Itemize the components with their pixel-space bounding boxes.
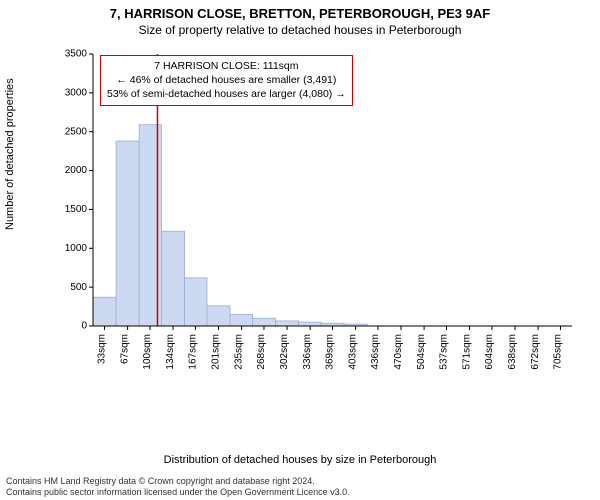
histogram-bar: [252, 318, 275, 326]
svg-text:201sqm: 201sqm: [211, 334, 222, 370]
histogram-bar: [185, 278, 207, 326]
svg-text:0: 0: [81, 321, 87, 332]
callout-line-1: 7 HARRISON CLOSE: 111sqm: [107, 59, 346, 73]
histogram-bar: [207, 306, 230, 326]
callout-line-3: 53% of semi-detached houses are larger (…: [107, 87, 346, 101]
svg-text:672sqm: 672sqm: [530, 334, 541, 370]
svg-text:504sqm: 504sqm: [416, 334, 427, 370]
callout-box: 7 HARRISON CLOSE: 111sqm ← 46% of detach…: [100, 55, 353, 106]
svg-text:100sqm: 100sqm: [142, 334, 153, 370]
footer-attribution: Contains HM Land Registry data © Crown c…: [6, 476, 594, 499]
svg-text:470sqm: 470sqm: [393, 334, 404, 370]
histogram-bar: [230, 314, 252, 326]
histogram-bar: [93, 297, 116, 326]
svg-text:403sqm: 403sqm: [348, 334, 359, 370]
svg-text:436sqm: 436sqm: [370, 334, 381, 370]
callout-line-2: ← 46% of detached houses are smaller (3,…: [107, 73, 346, 87]
svg-text:3500: 3500: [65, 49, 88, 60]
svg-text:1500: 1500: [65, 204, 88, 215]
svg-text:302sqm: 302sqm: [279, 334, 290, 370]
svg-text:167sqm: 167sqm: [187, 334, 198, 370]
svg-text:369sqm: 369sqm: [325, 334, 336, 370]
y-axis-label: Number of detached properties: [4, 78, 16, 230]
svg-text:537sqm: 537sqm: [438, 334, 449, 370]
chart-subtitle: Size of property relative to detached ho…: [0, 21, 600, 41]
svg-text:1000: 1000: [65, 243, 88, 254]
svg-text:2000: 2000: [65, 165, 88, 176]
chart-title: 7, HARRISON CLOSE, BRETTON, PETERBOROUGH…: [0, 0, 600, 21]
svg-text:638sqm: 638sqm: [507, 334, 518, 370]
svg-text:268sqm: 268sqm: [256, 334, 267, 370]
histogram-bar: [299, 322, 321, 326]
svg-text:571sqm: 571sqm: [462, 334, 473, 370]
footer-line-1: Contains HM Land Registry data © Crown c…: [6, 476, 594, 487]
svg-text:33sqm: 33sqm: [97, 334, 108, 364]
svg-text:2500: 2500: [65, 126, 88, 137]
svg-text:705sqm: 705sqm: [552, 334, 563, 370]
x-axis-label: Distribution of detached houses by size …: [0, 454, 600, 466]
svg-text:67sqm: 67sqm: [120, 334, 131, 364]
histogram-bar: [162, 231, 185, 326]
svg-text:604sqm: 604sqm: [484, 334, 495, 370]
svg-text:336sqm: 336sqm: [302, 334, 313, 370]
svg-text:500: 500: [70, 282, 87, 293]
footer-line-2: Contains public sector information licen…: [6, 487, 594, 498]
svg-text:235sqm: 235sqm: [234, 334, 245, 370]
histogram-bar: [276, 321, 299, 326]
chart-container: 7, HARRISON CLOSE, BRETTON, PETERBOROUGH…: [0, 0, 600, 500]
svg-text:134sqm: 134sqm: [165, 334, 176, 370]
svg-text:3000: 3000: [65, 87, 88, 98]
histogram-bar: [116, 141, 139, 326]
